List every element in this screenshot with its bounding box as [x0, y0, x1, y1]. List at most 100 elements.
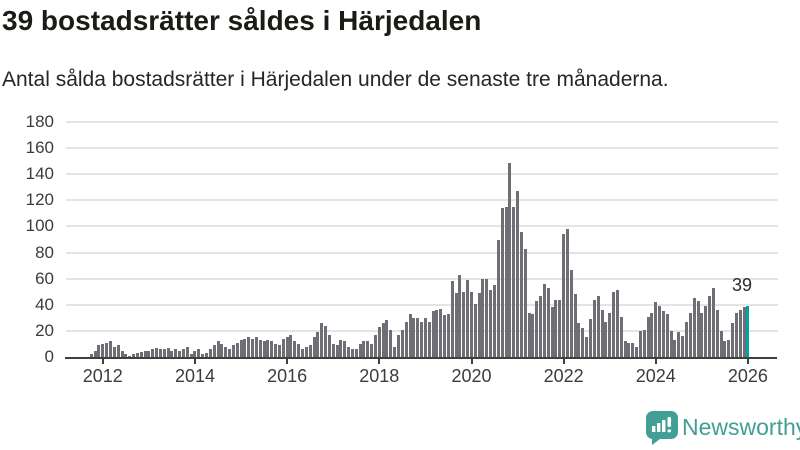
bar	[516, 191, 520, 357]
bar	[277, 345, 281, 357]
bar	[258, 340, 262, 357]
bar	[439, 308, 443, 357]
bar	[696, 300, 700, 357]
bar	[531, 313, 535, 357]
bar	[109, 341, 112, 357]
gridline	[66, 147, 778, 150]
gridline	[66, 199, 778, 202]
y-axis-tick-label: 100	[25, 216, 54, 236]
bar	[132, 354, 136, 357]
bar	[324, 325, 328, 357]
x-axis-tick	[378, 359, 381, 364]
bar	[266, 340, 270, 357]
bar	[181, 349, 185, 357]
y-axis-tick-label: 40	[35, 294, 54, 314]
x-axis-tick	[194, 359, 196, 364]
bar	[708, 295, 712, 357]
x-axis-tick-label: 2020	[451, 366, 492, 386]
bar	[335, 345, 339, 357]
bar	[654, 302, 658, 357]
bar	[231, 345, 235, 357]
bar	[485, 278, 489, 357]
y-axis-tick-label: 80	[35, 242, 54, 262]
bar	[631, 342, 635, 357]
gridline	[66, 173, 778, 176]
bar	[158, 349, 162, 357]
bar	[304, 346, 308, 357]
bar	[420, 321, 424, 357]
bar	[343, 341, 347, 357]
bar	[504, 206, 508, 357]
bar	[569, 269, 573, 357]
bar	[731, 323, 735, 357]
x-axis-tick-label: 2012	[82, 366, 123, 386]
bar	[661, 311, 665, 357]
bar	[193, 350, 197, 357]
page-title: 39 bostadsrätter såldes i Härjedalen	[2, 5, 482, 36]
bar	[727, 340, 731, 357]
bar	[646, 316, 650, 357]
bar	[635, 346, 639, 357]
bar	[128, 355, 132, 357]
bar	[658, 306, 662, 357]
y-axis-tick-label: 180	[25, 112, 54, 131]
bar	[446, 313, 450, 357]
bar	[665, 313, 669, 357]
bar	[112, 346, 116, 357]
bar	[339, 340, 343, 357]
x-axis-tick-label: 2018	[359, 366, 400, 386]
bar	[124, 354, 128, 357]
chart-subtitle: Antal sålda bostadsrätter i Härjedalen u…	[2, 68, 669, 91]
bar	[581, 328, 585, 357]
bar	[147, 350, 151, 357]
bar	[105, 342, 109, 357]
bar	[473, 303, 477, 357]
bar	[673, 340, 677, 357]
bar	[527, 312, 531, 357]
bar	[412, 317, 416, 357]
bar	[615, 290, 619, 357]
bar	[301, 349, 304, 357]
bar	[519, 231, 523, 357]
bar	[466, 280, 470, 357]
bar	[585, 337, 589, 357]
bar	[427, 321, 431, 357]
bar	[404, 321, 408, 357]
bar	[262, 341, 266, 357]
bar	[151, 349, 155, 357]
bar	[197, 349, 201, 357]
bar	[101, 343, 105, 357]
gridline	[66, 225, 778, 228]
bar	[270, 341, 274, 357]
bar	[354, 349, 358, 357]
bar	[135, 353, 139, 357]
bar	[681, 336, 685, 357]
bar	[201, 354, 205, 357]
bar	[723, 341, 727, 357]
bar	[254, 337, 258, 357]
bar	[500, 208, 504, 357]
bar	[308, 345, 312, 357]
y-axis-tick-label: 160	[25, 138, 54, 158]
x-axis-line	[65, 357, 777, 359]
bar	[738, 310, 742, 357]
bar	[489, 290, 493, 357]
bar	[385, 320, 389, 357]
bar	[554, 299, 558, 357]
bar	[619, 316, 623, 357]
bar	[542, 283, 546, 357]
bar	[251, 338, 255, 357]
bar	[435, 310, 439, 357]
bar	[408, 313, 412, 357]
bar	[289, 334, 293, 357]
bar	[170, 350, 174, 357]
bar	[416, 317, 420, 357]
last-value-label: 39	[731, 275, 753, 295]
gridline	[66, 121, 778, 123]
x-axis-tick	[470, 359, 473, 364]
bar	[216, 341, 220, 357]
bar	[362, 341, 366, 357]
bar	[592, 299, 596, 357]
bar	[316, 332, 320, 357]
